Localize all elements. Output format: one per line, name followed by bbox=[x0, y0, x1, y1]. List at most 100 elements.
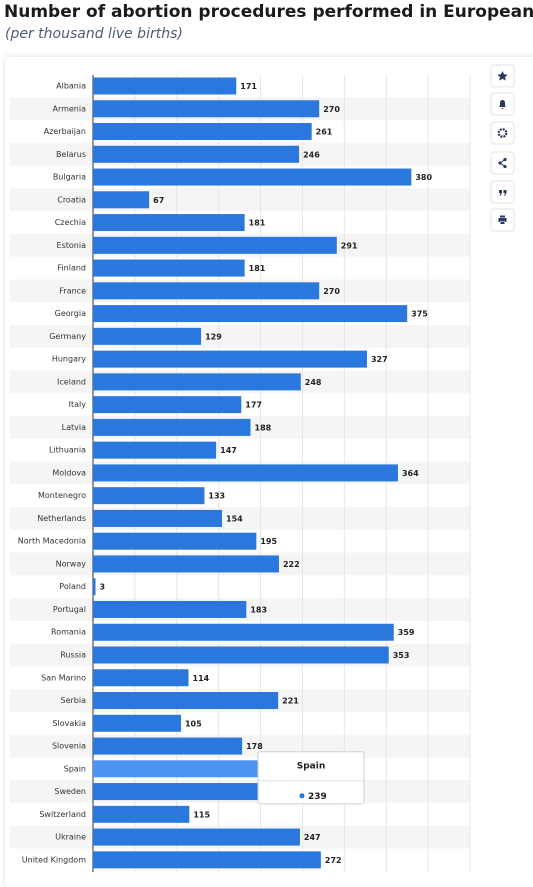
bar bbox=[93, 100, 320, 118]
bar bbox=[93, 145, 300, 163]
share-button[interactable] bbox=[490, 151, 515, 175]
bar bbox=[93, 418, 251, 436]
bar bbox=[93, 487, 205, 505]
y-tick-label: Moldova bbox=[52, 468, 86, 477]
value-label: 115 bbox=[193, 810, 210, 819]
value-label: 272 bbox=[325, 856, 342, 865]
value-label: 261 bbox=[316, 128, 333, 137]
value-label: 270 bbox=[323, 287, 340, 296]
value-label: 67 bbox=[153, 196, 164, 205]
value-label: 183 bbox=[250, 605, 267, 614]
bar bbox=[93, 555, 279, 573]
bar bbox=[93, 760, 294, 778]
value-label: 359 bbox=[398, 628, 415, 637]
bar bbox=[93, 305, 408, 323]
star-icon bbox=[497, 71, 508, 81]
y-tick-label: Italy bbox=[69, 400, 87, 409]
value-label: 246 bbox=[303, 150, 320, 159]
y-tick-label: Ukraine bbox=[55, 833, 86, 842]
value-label: 129 bbox=[205, 332, 222, 341]
value-label: 154 bbox=[226, 514, 243, 523]
y-tick-label: Netherlands bbox=[37, 514, 86, 523]
value-label: 178 bbox=[246, 742, 263, 751]
bar bbox=[93, 214, 245, 232]
bar bbox=[93, 236, 337, 254]
cite-button[interactable] bbox=[490, 180, 515, 204]
bar bbox=[93, 327, 202, 345]
y-tick-label: Portugal bbox=[53, 605, 86, 614]
value-label: 188 bbox=[255, 423, 272, 432]
bar bbox=[93, 532, 257, 550]
y-tick-label: Slovenia bbox=[52, 742, 86, 751]
bar bbox=[93, 396, 242, 414]
tooltip-value: 239 bbox=[308, 792, 327, 802]
value-label: 147 bbox=[220, 446, 237, 455]
bar bbox=[93, 646, 389, 664]
y-tick-label: Germany bbox=[49, 332, 86, 341]
y-tick-label: Poland bbox=[59, 582, 86, 591]
bar bbox=[93, 578, 96, 596]
y-tick-label: North Macedonia bbox=[18, 537, 86, 546]
y-tick-label: Norway bbox=[56, 559, 87, 568]
value-label: 3 bbox=[100, 583, 106, 592]
value-label: 171 bbox=[240, 82, 257, 91]
bar bbox=[93, 828, 300, 846]
value-label: 248 bbox=[305, 378, 322, 387]
bar bbox=[93, 350, 367, 368]
gear-icon bbox=[497, 128, 508, 138]
bar bbox=[93, 623, 394, 641]
y-tick-label: Slovakia bbox=[52, 719, 86, 728]
y-tick-label: Switzerland bbox=[39, 810, 86, 819]
y-tick-label: Romania bbox=[51, 628, 86, 637]
y-tick-label: Estonia bbox=[57, 241, 87, 250]
y-tick-label: Bulgaria bbox=[53, 173, 86, 182]
y-tick-label: Sweden bbox=[54, 787, 86, 796]
bar bbox=[93, 373, 301, 391]
y-tick-label: Montenegro bbox=[38, 491, 86, 500]
y-tick-label: Armenia bbox=[52, 104, 86, 113]
y-tick-label: United Kingdom bbox=[22, 855, 86, 864]
bar bbox=[93, 692, 279, 710]
y-tick-label: Belarus bbox=[56, 150, 86, 159]
value-label: 181 bbox=[249, 219, 266, 228]
y-tick-label: Czechia bbox=[55, 218, 86, 227]
tooltip-title: Spain bbox=[297, 761, 326, 771]
value-label: 364 bbox=[402, 469, 419, 478]
settings-button[interactable] bbox=[490, 121, 515, 145]
y-tick-label: Iceland bbox=[57, 377, 86, 386]
value-label: 247 bbox=[304, 833, 321, 842]
toolbar bbox=[490, 64, 515, 232]
value-label: 221 bbox=[282, 697, 299, 706]
bar bbox=[93, 737, 243, 755]
bar bbox=[93, 851, 321, 869]
bar bbox=[93, 669, 189, 687]
bar bbox=[93, 259, 245, 277]
y-tick-label: Georgia bbox=[55, 309, 86, 318]
value-label: 222 bbox=[283, 560, 300, 569]
tooltip-box bbox=[257, 751, 365, 805]
quote-icon bbox=[499, 190, 507, 196]
y-tick-label: Latvia bbox=[62, 423, 86, 432]
y-tick-label: Spain bbox=[64, 764, 86, 773]
value-label: 195 bbox=[260, 537, 277, 546]
tooltip-dot bbox=[299, 793, 305, 799]
y-tick-label: Azerbaijan bbox=[44, 127, 86, 136]
value-label: 181 bbox=[249, 264, 266, 273]
bar bbox=[93, 464, 398, 482]
plot-area: Albania 171 Armenia 270 Azerbaijan 261 Belarus… bbox=[10, 75, 471, 872]
bar bbox=[93, 77, 237, 95]
value-label: 133 bbox=[208, 492, 225, 501]
bar bbox=[93, 441, 217, 459]
bar bbox=[93, 805, 190, 823]
y-tick-label: Finland bbox=[57, 264, 86, 273]
chart-title: Number of abortion procedures performed … bbox=[4, 2, 533, 22]
value-label: 375 bbox=[411, 310, 428, 319]
value-label: 353 bbox=[393, 651, 410, 660]
y-tick-label: Croatia bbox=[57, 195, 86, 204]
y-tick-label: Russia bbox=[60, 651, 86, 660]
y-tick-label: San Marino bbox=[41, 673, 86, 682]
bar bbox=[93, 714, 181, 732]
y-tick-label: Serbia bbox=[61, 696, 87, 705]
y-tick-label: Lithuania bbox=[49, 446, 86, 455]
